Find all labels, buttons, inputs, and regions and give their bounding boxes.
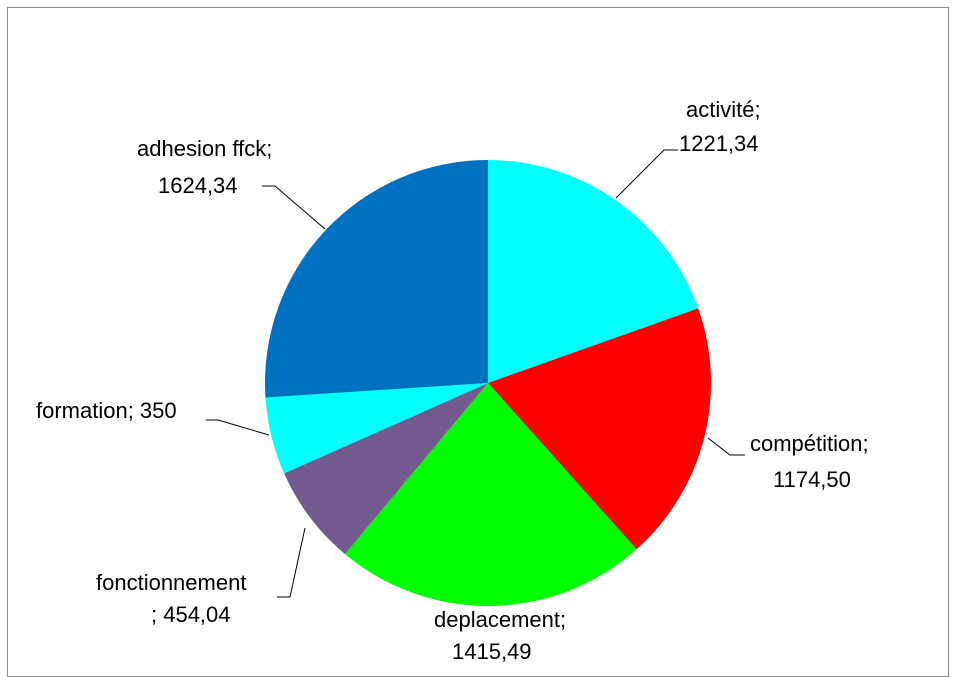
pie-slices [265, 160, 711, 607]
data-labels: activité; 1221,34 compétition; 1174,50 depla… [36, 97, 869, 664]
leader-line-3 [277, 527, 306, 598]
slice-label-value-0: 1221,34 [679, 131, 759, 156]
leader-line-0 [615, 149, 678, 199]
slice-label-name-3: fonctionnement [96, 570, 246, 595]
pie-slice-5 [265, 160, 488, 398]
pie-slice-1 [488, 308, 711, 550]
slice-label-name-4: formation; 350 [36, 398, 177, 423]
leader-line-1 [707, 437, 745, 456]
leader-line-5 [262, 185, 326, 230]
slice-label-name-5: adhesion ffck; [137, 136, 272, 161]
leader-lines [206, 149, 745, 598]
pie-slice-2 [344, 383, 637, 607]
slice-label-value-2: 1415,49 [452, 639, 532, 664]
pie-slice-0 [488, 160, 699, 383]
slice-label-name-0: activité; [686, 97, 761, 122]
pie-slice-3 [284, 383, 488, 555]
slice-label-name-1: compétition; [750, 431, 869, 456]
pie-slice-4 [265, 383, 488, 474]
slice-label-name-2: deplacement; [434, 607, 566, 632]
slice-label-value-5: 1624,34 [158, 173, 238, 198]
leader-line-4 [206, 419, 270, 436]
slice-label-value-1: 1174,50 [773, 467, 851, 492]
slice-label-value-3: ; 454,04 [151, 602, 231, 627]
